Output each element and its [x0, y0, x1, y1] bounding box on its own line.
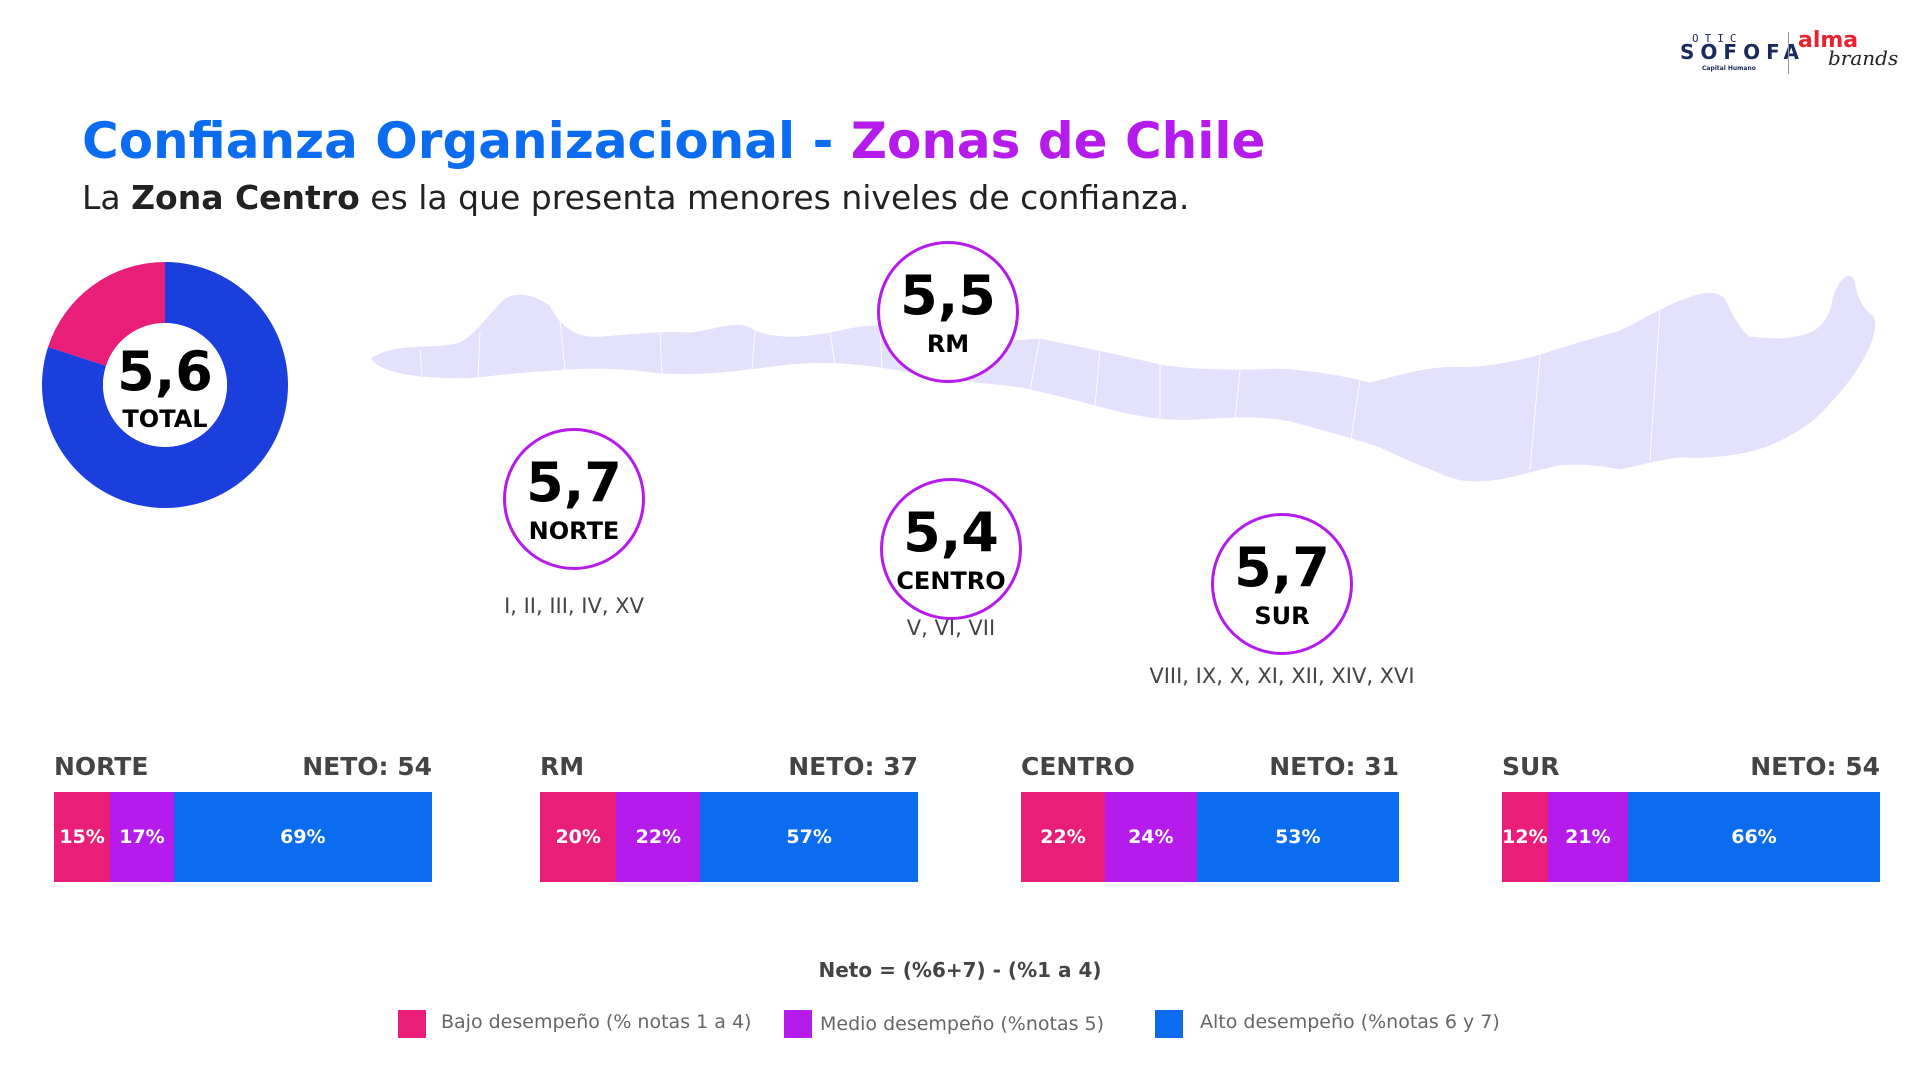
- zone-value-centro: 5,4: [903, 501, 999, 564]
- zone-value-rm: 5,5: [900, 264, 996, 327]
- bar-segment-norte-1: 17%: [110, 792, 174, 882]
- legend-swatch-alto: [1155, 1010, 1183, 1038]
- page-title: Confianza Organizacional - Zonas de Chil…: [82, 112, 1265, 170]
- bar-segment-centro-1: 24%: [1105, 792, 1197, 882]
- alma-logo: alma: [1798, 28, 1859, 53]
- bar-neto-sur: NETO: 54: [1750, 752, 1880, 781]
- zone-label-sur: SUR: [1254, 602, 1310, 630]
- bar-neto-centro: NETO: 31: [1269, 752, 1399, 781]
- legend-swatch-medio: [784, 1010, 812, 1038]
- subtitle-pre: La: [82, 178, 132, 217]
- zone-circle-centro: 5,4 CENTRO: [880, 478, 1022, 620]
- donut-hole: [103, 323, 227, 447]
- bar-zone-label-rm: RM: [540, 752, 585, 781]
- zone-regions-centro: V, VI, VII: [906, 616, 996, 640]
- donut-slice-1: [42, 262, 288, 508]
- zone-value-norte: 5,7: [526, 451, 622, 514]
- zone-circle-norte: 5,7 NORTE: [503, 428, 645, 570]
- bar-zone-label-norte: NORTE: [54, 752, 149, 781]
- zone-circle-rm: 5,5 RM: [877, 241, 1019, 383]
- page-subtitle: La Zona Centro es la que presenta menore…: [82, 178, 1189, 217]
- neto-definition: Neto = (%6+7) - (%1 a 4): [818, 958, 1102, 982]
- bar-zone-label-centro: CENTRO: [1021, 752, 1135, 781]
- bar-zone-label-sur: SUR: [1502, 752, 1560, 781]
- capital-humano-text: Capital Humano: [1702, 65, 1756, 72]
- donut-center-label: TOTAL: [122, 405, 208, 433]
- bar-neto-norte: NETO: 54: [302, 752, 432, 781]
- bar-segment-norte-0: 15%: [54, 792, 111, 882]
- title-part-2: Zonas de Chile: [850, 112, 1266, 170]
- subtitle-post: es la que presenta menores niveles de co…: [359, 178, 1190, 217]
- logo-divider: [1788, 32, 1789, 74]
- bar-segment-sur-2: 66%: [1627, 792, 1880, 882]
- total-donut-chart: [42, 262, 288, 508]
- bar-neto-rm: NETO: 37: [788, 752, 918, 781]
- title-part-1: Confianza Organizacional -: [82, 112, 851, 170]
- bar-segment-centro-0: 22%: [1021, 792, 1105, 882]
- donut-slice-0: [48, 262, 165, 366]
- legend-label-medio: Medio desempeño (%notas 5): [820, 1013, 1105, 1035]
- bar-segment-rm-1: 22%: [616, 792, 701, 882]
- bar-segment-sur-1: 21%: [1547, 792, 1628, 882]
- zone-label-rm: RM: [926, 330, 970, 358]
- otic-logo-text: OTIC: [1692, 32, 1743, 45]
- legend-swatch-bajo: [398, 1010, 426, 1038]
- bar-segment-rm-2: 57%: [700, 792, 918, 882]
- subtitle-bold: Zona Centro: [131, 178, 360, 217]
- brand-logos: OTIC SOFOFA Capital Humano alma brands: [1670, 28, 1910, 80]
- legend-label-bajo: Bajo desempeño (% notas 1 a 4): [441, 1011, 752, 1033]
- stacked-bar-centro: 22% 24% 53%: [1021, 792, 1399, 882]
- zone-circle-sur: 5,7 SUR: [1211, 513, 1353, 655]
- zone-value-sur: 5,7: [1234, 536, 1330, 599]
- bar-segment-norte-2: 69%: [173, 792, 432, 882]
- bar-segment-rm-0: 20%: [540, 792, 617, 882]
- stacked-bar-rm: 20% 22% 57%: [540, 792, 918, 882]
- bar-segment-sur-0: 12%: [1502, 792, 1548, 882]
- stacked-bar-sur: 12% 21% 66%: [1502, 792, 1880, 882]
- stacked-bar-norte: 15% 17% 69%: [54, 792, 432, 882]
- donut-center-value: 5,6: [117, 340, 213, 403]
- zone-label-norte: NORTE: [528, 517, 620, 545]
- zone-regions-norte: I, II, III, IV, XV: [504, 594, 644, 618]
- sofofa-logo: SOFOFA: [1680, 40, 1805, 64]
- legend-label-alto: Alto desempeño (%notas 6 y 7): [1200, 1011, 1500, 1033]
- zone-regions-sur: VIII, IX, X, XI, XII, XIV, XVI: [1149, 664, 1415, 688]
- zone-label-centro: CENTRO: [896, 567, 1006, 595]
- brands-logo: brands: [1828, 46, 1899, 70]
- bar-segment-centro-2: 53%: [1196, 792, 1399, 882]
